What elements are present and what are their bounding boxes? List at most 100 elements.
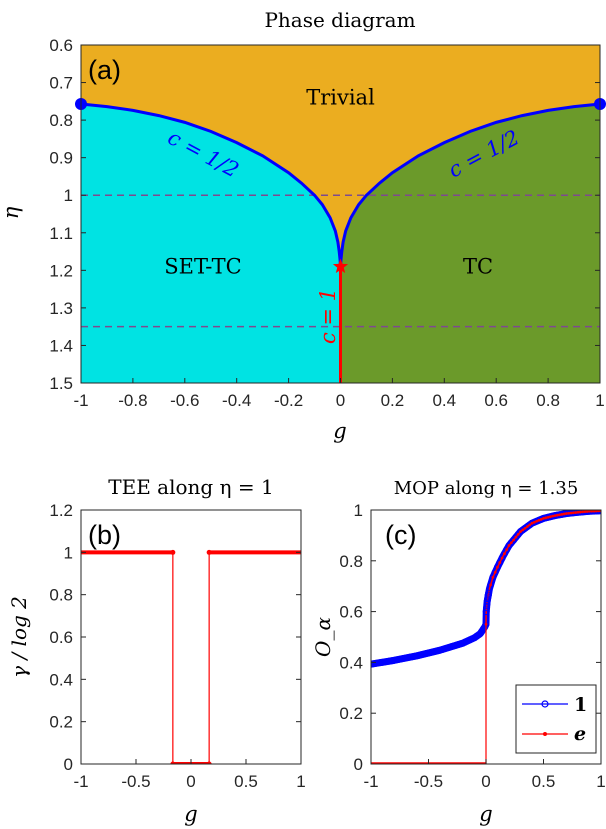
panel-c-ylabel: O_α bbox=[311, 617, 335, 657]
mop-series-1-point bbox=[500, 550, 508, 558]
critical-line-label: c = 1 bbox=[316, 288, 340, 344]
y-tick-label: 1.2 bbox=[49, 261, 73, 280]
mop-series-e-point bbox=[503, 552, 506, 556]
x-tick-label: -1 bbox=[73, 772, 88, 791]
panel-c-title: MOP along η = 1.35 bbox=[394, 478, 579, 499]
mop-series-e-point bbox=[493, 570, 497, 574]
mop-series-e-point bbox=[597, 510, 601, 513]
y-tick-label: 0.6 bbox=[339, 603, 363, 622]
mop-series-e-point bbox=[521, 528, 525, 532]
y-tick-label: 1.4 bbox=[49, 336, 73, 355]
mop-series-e-point bbox=[496, 565, 499, 569]
mop-series-e-point bbox=[560, 512, 564, 516]
x-tick-label: -0.4 bbox=[222, 391, 251, 410]
mop-series-e-point bbox=[555, 513, 559, 517]
legend-marker-e bbox=[543, 732, 547, 736]
panel-b-xlabel: g bbox=[184, 802, 197, 826]
critical-point-star bbox=[332, 258, 349, 274]
mop-series-e-point bbox=[585, 510, 589, 513]
mop-series-e-point bbox=[498, 561, 502, 564]
mop-series-e-point bbox=[539, 517, 543, 521]
x-tick-label: -0.2 bbox=[274, 391, 303, 410]
panel-b: TEE along η = 1 (b) -1 -0.5 0 0.5 1 00.20.40… bbox=[7, 475, 306, 826]
mop-series-e-point bbox=[544, 516, 548, 520]
mop-series-e-point bbox=[546, 515, 550, 519]
mop-series-1-point bbox=[371, 660, 375, 668]
legend-box bbox=[515, 684, 597, 754]
mop-series-1-point bbox=[483, 604, 491, 612]
mop-series-e-point bbox=[595, 510, 598, 513]
mop-series-e-point bbox=[592, 510, 596, 513]
mop-series-e-point bbox=[572, 511, 575, 515]
x-tick-label: -0.5 bbox=[414, 772, 443, 791]
x-tick-label: 0.8 bbox=[536, 391, 560, 410]
mop-series-e-point bbox=[578, 510, 582, 514]
region-tc bbox=[340, 103, 600, 383]
legend-label-e: e bbox=[574, 723, 586, 745]
tee-point bbox=[206, 761, 212, 764]
panel-b-x-ticks: -1 -0.5 0 0.5 1 bbox=[73, 759, 306, 791]
mop-series-e-point bbox=[514, 535, 518, 539]
legend-label-1: 1 bbox=[574, 694, 587, 716]
panel-b-label: (b) bbox=[88, 520, 121, 550]
panel-c-xlabel: g bbox=[479, 802, 492, 826]
mop-series-e-point bbox=[526, 525, 529, 528]
panel-a-title: Phase diagram bbox=[264, 8, 415, 32]
mop-series-e-point bbox=[484, 622, 488, 626]
mop-series-e-point bbox=[583, 510, 587, 514]
y-tick-label: 0.4 bbox=[49, 670, 73, 689]
panel-a-y-ticks: 0.6 0.7 0.8 0.9 1 1.1 1.2 1.3 1.4 1.5 bbox=[49, 36, 600, 393]
panel-a-xlabel: g bbox=[333, 419, 346, 443]
panel-c-label: (c) bbox=[385, 520, 416, 550]
mop-series-e-point bbox=[505, 548, 509, 552]
x-tick-label: 0 bbox=[336, 391, 345, 410]
region-label-set-tc: SET-TC bbox=[164, 255, 241, 279]
x-tick-label: 0 bbox=[186, 772, 195, 791]
y-tick-label: 0 bbox=[354, 755, 363, 774]
mop-series-e-point bbox=[590, 510, 594, 513]
region-label-tc: TC bbox=[463, 255, 493, 279]
x-tick-label: 1 bbox=[296, 772, 305, 791]
mop-series-e-point bbox=[530, 521, 534, 525]
panel-a: Phase diagram Trivial SET-TC TC c = 1/2 … bbox=[0, 8, 606, 443]
y-tick-label: 1 bbox=[64, 186, 73, 205]
y-tick-label: 1.2 bbox=[49, 501, 73, 520]
x-tick-label: 0 bbox=[481, 772, 490, 791]
mop-series-1-point bbox=[503, 546, 511, 554]
mop-series-e-point bbox=[523, 526, 527, 530]
mop-series-e-point bbox=[567, 511, 571, 515]
tee-point bbox=[206, 549, 212, 555]
mop-series-e-point bbox=[558, 513, 561, 517]
y-tick-label: 1 bbox=[64, 543, 73, 562]
region-label-trivial: Trivial bbox=[306, 86, 375, 110]
panel-a-label: (a) bbox=[88, 55, 121, 85]
tee-point bbox=[170, 761, 176, 764]
mop-series-e-point bbox=[491, 575, 495, 579]
y-tick-label: 0.8 bbox=[49, 111, 73, 130]
mop-series-e-point bbox=[551, 514, 555, 518]
x-tick-label: -0.8 bbox=[118, 391, 147, 410]
x-tick-label: 1 bbox=[595, 391, 604, 410]
x-tick-label: 0.5 bbox=[234, 772, 258, 791]
mop-series-e-point bbox=[581, 510, 584, 514]
mop-series-e-point bbox=[500, 556, 504, 560]
x-tick-label: -1 bbox=[363, 772, 378, 791]
mop-series-e-point bbox=[519, 530, 522, 533]
y-tick-label: 0.7 bbox=[49, 74, 73, 93]
y-tick-label: 0.2 bbox=[49, 713, 73, 732]
tee-point bbox=[170, 549, 176, 555]
x-tick-label: 0.5 bbox=[532, 772, 556, 791]
mop-series-e-point bbox=[512, 538, 515, 542]
legend-marker-1 bbox=[541, 700, 549, 708]
x-tick-label: 1 bbox=[596, 772, 605, 791]
mop-series-e-point bbox=[537, 518, 541, 522]
panel-c: MOP along η = 1.35 (c) -1 -0.5 0 0.5 1 00.20… bbox=[311, 478, 606, 826]
panel-b-title: TEE along η = 1 bbox=[108, 475, 273, 499]
y-tick-label: 1.5 bbox=[49, 374, 73, 393]
mop-series-e-point bbox=[516, 532, 520, 536]
mop-series-e-point bbox=[553, 514, 557, 517]
x-tick-label: 0.2 bbox=[381, 391, 405, 410]
x-tick-label: -1 bbox=[73, 391, 88, 410]
mop-series-e-point bbox=[576, 510, 580, 514]
